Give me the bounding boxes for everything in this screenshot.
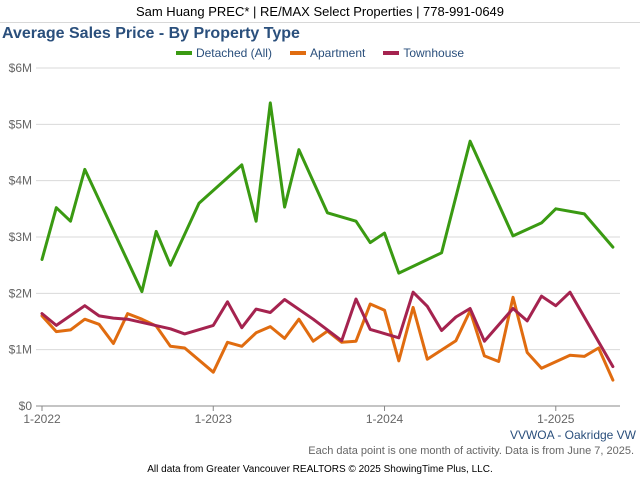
y-tick-label: $5M: [9, 117, 32, 131]
source-footer: All data from Greater Vancouver REALTORS…: [147, 464, 493, 475]
series-line-apartment: [40, 295, 615, 382]
chart-title: Average Sales Price - By Property Type: [2, 25, 300, 42]
agent-header: Sam Huang PREC* | RE/MAX Select Properti…: [0, 0, 640, 23]
legend-swatch-detached: [175, 51, 192, 55]
x-tick-label: 1-2023: [195, 412, 233, 426]
y-tick-label: $2M: [9, 286, 32, 300]
x-tick-label: 1-2025: [537, 412, 575, 426]
y-tick-label: $0: [19, 399, 33, 413]
legend-swatch-apartment: [289, 51, 306, 55]
legend-swatch-townhouse: [383, 51, 400, 55]
legend-item-townhouse[interactable]: Townhouse: [383, 46, 464, 60]
chart-legend: Detached (All) Apartment Townhouse: [0, 46, 640, 60]
legend-label-detached: Detached (All): [195, 46, 272, 60]
y-tick-label: $4M: [9, 174, 32, 188]
legend-item-detached[interactable]: Detached (All): [175, 46, 272, 60]
x-tick-label: 1-2024: [366, 412, 404, 426]
legend-item-apartment[interactable]: Apartment: [289, 46, 366, 60]
legend-label-apartment: Apartment: [309, 46, 366, 60]
agent-line: Sam Huang PREC* | RE/MAX Select Properti…: [135, 3, 505, 19]
region-label: VVWOA - Oakridge VW: [509, 428, 636, 442]
y-tick-label: $3M: [9, 230, 32, 244]
legend-label-townhouse: Townhouse: [403, 46, 465, 60]
data-note: Each data point is one month of activity…: [308, 445, 634, 457]
y-tick-label: $1M: [9, 343, 32, 357]
y-tick-label: $6M: [9, 61, 32, 75]
x-tick-label: 1-2022: [23, 412, 61, 426]
